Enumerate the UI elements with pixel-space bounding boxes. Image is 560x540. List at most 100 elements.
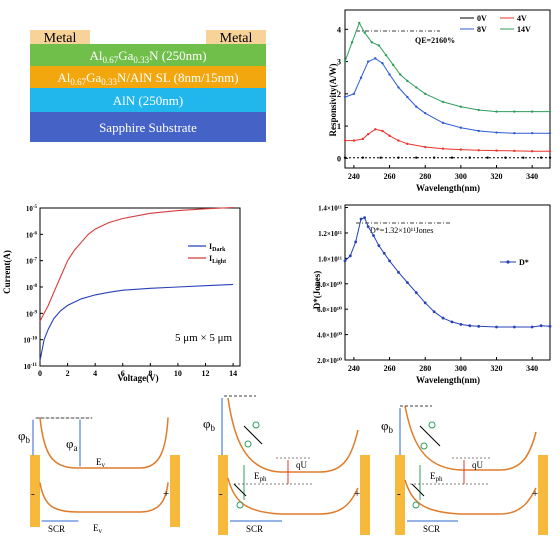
- responsivity-point: [415, 105, 418, 108]
- responsivity-point: [513, 131, 516, 135]
- detectivity-ytick-label: 8.0×10¹⁰: [317, 281, 342, 289]
- detectivity-point: [459, 323, 463, 326]
- detectivity-point: [388, 259, 391, 263]
- minus-sign: -: [219, 488, 223, 500]
- valence-band-upper: [39, 417, 169, 469]
- responsivity-point: [530, 150, 534, 153]
- responsivity-point: [406, 95, 409, 99]
- minus-sign: -: [31, 488, 35, 500]
- responsivity-point: [504, 156, 507, 159]
- layer-aln: [30, 88, 266, 112]
- legend-label: ILight: [209, 254, 226, 265]
- iv-ytick-label: 10-7: [26, 258, 38, 266]
- responsivity-point: [352, 92, 356, 96]
- detectivity-point: [468, 324, 472, 328]
- responsivity-point: [359, 76, 363, 79]
- responsivity-point: [459, 126, 463, 129]
- phi-a-label: φa: [66, 436, 78, 453]
- detectivity-chart: D*(Jones) Wavelength(nm) D*=1.32×10¹¹Jon…: [312, 204, 552, 385]
- responsivity-point: [363, 31, 366, 34]
- responsivity-point: [486, 156, 489, 159]
- detectivity-ytick-label: 1.4×10¹¹: [318, 205, 342, 213]
- responsivity-point: [381, 129, 384, 133]
- responsivity-point: [495, 149, 498, 152]
- valence-band-lower: [39, 482, 169, 513]
- band-diagram-biased-2: φb Eph qU - + SCR: [381, 405, 548, 535]
- responsivity-point: [399, 73, 402, 76]
- hole-icon: [412, 501, 420, 509]
- detectivity-xtick-label: 260: [384, 364, 396, 373]
- responsivity-point: [495, 131, 498, 134]
- detectivity-point: [405, 281, 409, 284]
- legend-label: 4V: [517, 14, 527, 23]
- responsivity-point: [530, 110, 534, 113]
- responsivity-ytick-label: 1: [337, 122, 341, 131]
- responsivity-xtick-label: 300: [455, 172, 467, 181]
- legend-label: D*: [519, 258, 529, 267]
- iv-ytick-label: 10-5: [26, 205, 38, 213]
- detectivity-ytick-label: 2.0×10¹⁰: [317, 357, 342, 365]
- iv-xtick-label: 0: [38, 369, 42, 378]
- phi-b-label: φb: [18, 428, 31, 445]
- hole-icon: [236, 501, 244, 509]
- detectivity-plot-frame: [344, 204, 551, 361]
- responsivity-point: [477, 129, 480, 133]
- iv-ytick-label: 10-6: [26, 231, 38, 239]
- responsivity-point: [415, 86, 418, 89]
- responsivity-point: [343, 139, 347, 142]
- responsivity-ytick-label: 0: [337, 154, 341, 163]
- responsivity-point: [397, 156, 400, 159]
- hole-icon: [420, 442, 428, 450]
- responsivity-series-8V: [344, 57, 550, 134]
- band-diagram-biased-1: φb Eph qU - + SCR: [203, 395, 370, 535]
- electrode-left: [30, 455, 40, 527]
- responsivity-plot-frame: [344, 9, 551, 169]
- detectivity-point: [495, 325, 498, 329]
- ev-label-lower: Ev: [93, 523, 103, 535]
- responsivity-point: [441, 147, 445, 150]
- band-diagram-equilibrium: φb φa Ev Ev - + SCR: [18, 417, 180, 535]
- iv-series-IDark: [39, 283, 234, 361]
- layer-algan-label: Al0.67Ga0.33N (250nm): [89, 48, 206, 65]
- responsivity-point: [539, 156, 543, 159]
- detectivity-point: [363, 216, 367, 220]
- iv-ytick-label: 10-11: [24, 363, 38, 371]
- responsivity-xtick-label: 240: [348, 172, 360, 181]
- metal-left-label: Metal: [44, 31, 77, 46]
- electron-drift-arrow: [411, 483, 425, 497]
- iv-chart: Current(A) Voltage(V) 5 μm × 5 μm 0 2 4 6 8 1…: [2, 205, 241, 383]
- iv-ytick-label: 10-9: [26, 310, 38, 318]
- detectivity-point: [366, 225, 370, 228]
- detectivity-xtick-label: 240: [348, 364, 360, 373]
- detectivity-point: [343, 259, 347, 263]
- responsivity-point: [548, 110, 552, 113]
- hole-icon: [428, 421, 436, 429]
- responsivity-xtick-label: 340: [526, 172, 538, 181]
- plus-sign: +: [163, 488, 169, 500]
- detectivity-point: [548, 324, 552, 328]
- iv-xtick-label: 10: [174, 369, 182, 378]
- responsivity-point: [548, 131, 552, 135]
- responsivity-ytick-label: 2: [337, 90, 341, 99]
- detectivity-point: [348, 254, 352, 258]
- responsivity-point: [377, 44, 381, 47]
- iv-xtick-label: 4: [93, 369, 97, 378]
- responsivity-point: [374, 57, 377, 60]
- layer-aln-label: AlN (250nm): [113, 93, 183, 108]
- responsivity-point: [381, 62, 384, 65]
- responsivity-point: [352, 139, 356, 142]
- responsivity-point: [391, 63, 395, 67]
- responsivity-point: [459, 148, 463, 151]
- responsivity-point: [424, 92, 427, 96]
- responsivity-point: [441, 100, 445, 104]
- scr-label: SCR: [48, 524, 65, 534]
- valence-band-upper: [404, 405, 537, 471]
- layer-sapphire-label: Sapphire Substrate: [99, 120, 197, 135]
- electrode-left: [395, 455, 405, 535]
- ev-label-upper: Ev: [96, 457, 106, 469]
- minus-sign: -: [397, 488, 401, 500]
- detectivity-point: [423, 301, 427, 305]
- detectivity-xtick-label: 300: [455, 364, 467, 373]
- device-size-annotation: 5 μm × 5 μm: [175, 332, 233, 344]
